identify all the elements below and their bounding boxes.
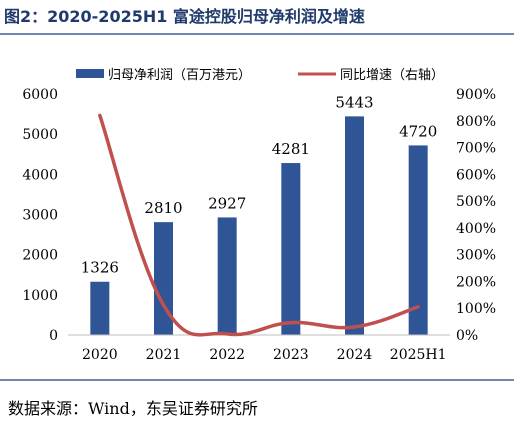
y-tick-label: 1000 (22, 288, 58, 304)
x-tick-label: 2023 (273, 347, 309, 363)
bar-data-label: 1326 (81, 259, 119, 277)
x-tick-label: 2025H1 (390, 347, 447, 363)
y-tick-label: 4000 (22, 167, 58, 183)
y-tick-label: 2000 (22, 248, 58, 264)
bar (281, 163, 301, 335)
chart: 归母净利润（百万港元） 同比增速（右轴） 0 1000 2000 3000 4000 5000… (22, 68, 496, 363)
y-tick-label: 3000 (22, 208, 58, 224)
bar (408, 145, 428, 335)
title-divider (0, 33, 514, 35)
bar (345, 116, 364, 335)
source-divider (0, 379, 514, 381)
bar-data-label: 4281 (272, 140, 310, 158)
bar-data-label: 2810 (144, 199, 182, 217)
y-tick-label: 6000 (22, 87, 58, 103)
y-tick-label: 5000 (22, 127, 58, 143)
bar-data-label: 4720 (399, 122, 437, 140)
bar-data-label: 2927 (208, 194, 246, 212)
growth-line (98, 113, 420, 337)
bar (90, 281, 110, 335)
legend-label-bar: 归母净利润（百万港元） (108, 68, 251, 83)
y2-tick-label: 0% (456, 328, 478, 344)
y2-tick-label: 800% (456, 114, 496, 130)
y2-tick-label: 500% (456, 194, 496, 210)
y2-tick-label: 400% (456, 221, 496, 237)
x-tick-label: 2022 (209, 347, 245, 363)
y2-tick-label: 700% (456, 141, 496, 157)
y2-tick-label: 600% (456, 167, 496, 183)
bar (154, 222, 173, 335)
figure-title: 图2：2020-2025H1 富途控股归母净利润及增速 (4, 7, 365, 26)
y2-tick-label: 100% (456, 301, 496, 317)
source-note: 数据来源：Wind，东吴证券研究所 (8, 399, 258, 418)
y-tick-label: 0 (49, 328, 58, 344)
y2-tick-label: 200% (456, 274, 496, 290)
bar-data-label: 5443 (335, 93, 373, 111)
y2-tick-label: 300% (456, 248, 496, 264)
y2-tick-label: 900% (456, 87, 496, 103)
bar (217, 217, 237, 335)
x-tick-label: 2020 (82, 347, 118, 363)
legend-label-line: 同比增速（右轴） (340, 68, 444, 83)
x-tick-label: 2024 (337, 347, 373, 363)
legend-swatch-bar (76, 69, 104, 78)
x-tick-label: 2021 (146, 347, 182, 363)
